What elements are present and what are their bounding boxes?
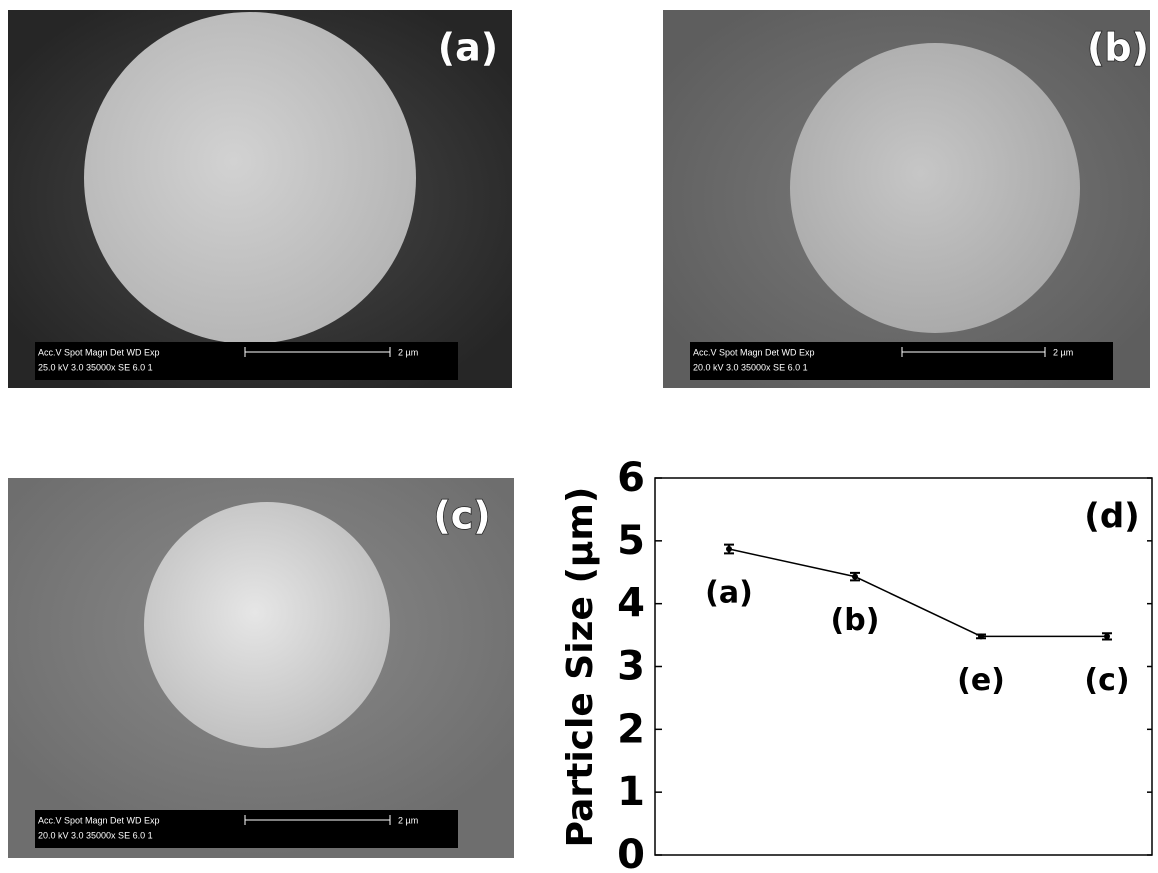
y-tick-label: 5 <box>617 518 645 564</box>
scale-label: 2 µm <box>398 815 418 825</box>
y-tick-label: 4 <box>617 581 645 627</box>
sem-panel-c: (c) Acc.V Spot Magn Det WD Exp 20.0 kV 3… <box>8 478 514 858</box>
y-tick-label: 6 <box>617 455 645 501</box>
point-label: (b) <box>831 603 880 638</box>
info-values: 20.0 kV 3.0 35000x SE 6.0 1 <box>693 362 808 372</box>
point <box>978 633 984 639</box>
y-tick-label: 1 <box>617 769 645 815</box>
y-axis-label: Particle Size (µm) <box>560 487 601 848</box>
point <box>1104 633 1110 639</box>
y-tick-label: 3 <box>617 644 645 690</box>
sem-panel-b: (b) Acc.V Spot Magn Det WD Exp 20.0 kV 3… <box>663 10 1150 388</box>
point <box>726 546 732 552</box>
point <box>852 574 858 580</box>
info-values: 25.0 kV 3.0 35000x SE 6.0 1 <box>38 362 153 372</box>
panel-label: (d) <box>1084 497 1139 537</box>
plot-frame <box>655 478 1152 855</box>
info-header: Acc.V Spot Magn Det WD Exp <box>693 347 815 357</box>
panel-label: (b) <box>1087 26 1149 70</box>
info-values: 20.0 kV 3.0 35000x SE 6.0 1 <box>38 830 153 840</box>
line <box>729 549 1107 636</box>
info-header: Acc.V Spot Magn Det WD Exp <box>38 815 160 825</box>
point-label: (e) <box>957 663 1005 698</box>
sem-panel-a: (a) Acc.V Spot Magn Det WD Exp 25.0 kV 3… <box>8 10 512 388</box>
scale-label: 2 µm <box>1053 347 1073 357</box>
point-label: (c) <box>1084 663 1129 698</box>
info-header: Acc.V Spot Magn Det WD Exp <box>38 347 160 357</box>
panel-label: (c) <box>433 494 490 538</box>
y-tick-label: 2 <box>617 706 645 752</box>
figure: (a) Acc.V Spot Magn Det WD Exp 25.0 kV 3… <box>0 0 1158 873</box>
scale-label: 2 µm <box>398 347 418 357</box>
panel-label: (a) <box>438 26 498 70</box>
point-label: (a) <box>705 576 753 611</box>
y-tick-label: 0 <box>617 832 645 873</box>
